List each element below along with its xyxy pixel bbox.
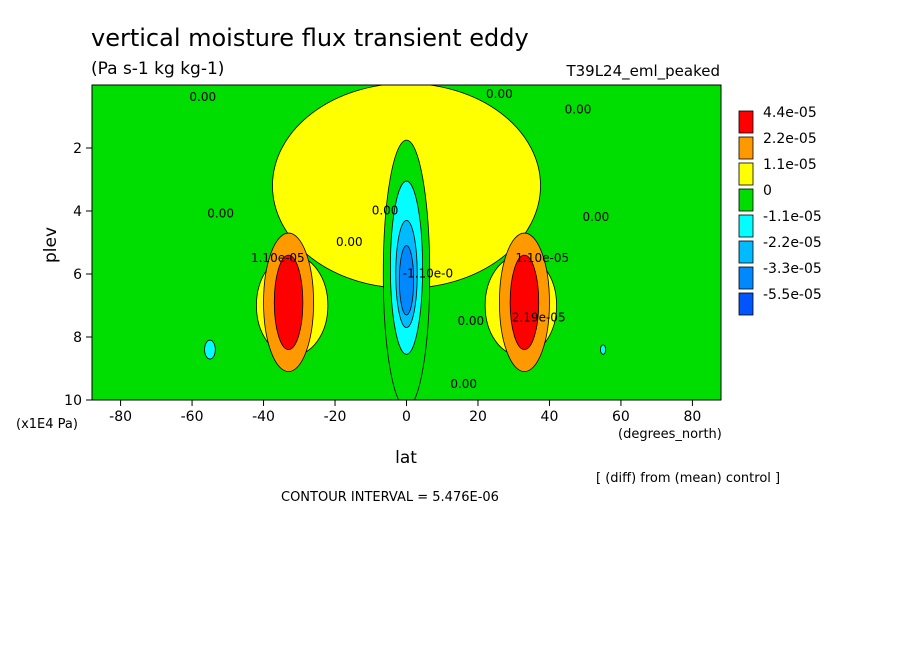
contour-label: 0.00 [565,103,592,117]
chart-subtitle: (Pa s-1 kg kg-1) [91,59,224,79]
contour-label: 0.00 [336,235,363,249]
plot-area: 0.00 0.00 0.00 0.00 0.00 0.00 0.00 0.00 0.00 1.10… [92,85,721,400]
contour-label: 1.10e-05 [251,251,305,265]
contour-label: 2.19e-05 [512,311,566,325]
x-tick-label: 0 [402,409,411,425]
legend-label: 4.4e-05 [763,105,817,121]
contour-interval-note: CONTOUR INTERVAL = 5.476E-06 [281,490,499,505]
y-tick-label: 10 [64,393,82,409]
contour-label: 0.00 [486,87,513,101]
x-tick-label: -40 [252,409,275,425]
x-tick-label: 80 [683,409,701,425]
y-axis: 2 4 6 8 10 [64,141,92,409]
legend-label: 2.2e-05 [763,131,817,147]
field-region-10 [398,245,415,316]
x-tick-label: -20 [324,409,347,425]
legend-swatch [738,214,754,238]
x-axis: -80 -60 -40 -20 0 20 40 60 80 [109,400,701,425]
legend: 4.4e-05 2.2e-05 1.1e-05 0 -1.1e-05 -2.2e-05 -3… [738,105,822,316]
contour-label: 0.00 [450,377,477,391]
field-region-6 [273,254,304,351]
contour-label: 0.00 [207,207,234,221]
legend-swatch [738,162,754,186]
legend-swatch [738,110,754,134]
y-axis-label: plev [41,227,61,263]
legend-swatch [738,188,754,212]
contour-label: 0.00 [583,210,610,224]
legend-label: -1.1e-05 [763,209,822,225]
legend-label: -3.3e-05 [763,261,822,277]
contour-label: 0.00 [457,314,484,328]
legend-label: -5.5e-05 [763,287,822,303]
x-tick-label: 20 [469,409,487,425]
x-tick-label: 60 [612,409,630,425]
x-axis-label: lat [395,448,417,468]
chart-title: vertical moisture flux transient eddy [91,24,529,52]
contour-label: 0.00 [189,90,216,104]
y-axis-units: (x1E4 Pa) [16,417,78,432]
legend-swatch [738,136,754,160]
legend-label: 0 [763,183,772,199]
legend-swatch [738,240,754,264]
field-region-12 [599,344,607,355]
contour-label: 1.10e-05 [515,251,569,265]
diff-note: [ (diff) from (mean) control ] [596,471,780,486]
contour-label: -1.10e-0 [403,267,453,281]
x-tick-label: -60 [181,409,204,425]
legend-swatch [738,266,754,290]
legend-label: 1.1e-05 [763,157,817,173]
contour-labels: 0.00 0.00 0.00 0.00 0.00 0.00 0.00 0.00 0.00 1.10… [189,87,609,391]
legend-label: -2.2e-05 [763,235,822,251]
y-tick-label: 8 [73,330,82,346]
run-label: T39L24_eml_peaked [565,62,720,81]
legend-swatch [738,292,754,316]
y-tick-label: 2 [73,141,82,157]
field-region-11 [204,339,216,360]
y-tick-label: 6 [73,267,82,283]
x-tick-label: -80 [109,409,132,425]
x-tick-label: 40 [541,409,559,425]
contour-label: 0.00 [372,204,399,218]
field-regions [204,85,607,400]
x-axis-units: (degrees_north) [618,427,722,442]
y-tick-label: 4 [73,204,82,220]
field-region-7 [509,254,540,351]
